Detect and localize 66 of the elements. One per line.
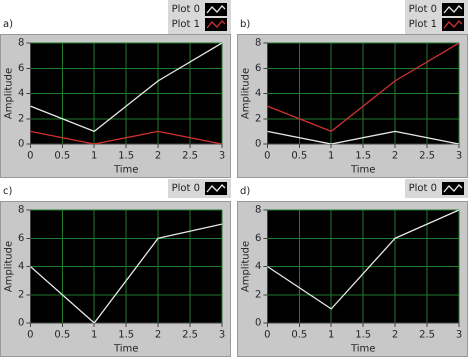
- y-tick-label: 8: [18, 38, 24, 49]
- x-tick-label: 2.5: [182, 150, 198, 162]
- legend-label: Plot 1: [172, 19, 200, 30]
- chart-title: b): [240, 19, 250, 30]
- x-tick-label: 0: [264, 150, 271, 162]
- y-tick-label: 4: [18, 88, 24, 100]
- y-tick-label: 8: [18, 204, 24, 216]
- y-tick-label: 4: [254, 261, 262, 272]
- x-tick-label: 1: [328, 150, 334, 162]
- x-tick-label: 0.5: [54, 150, 70, 162]
- y-tick-label: 2: [254, 289, 262, 300]
- chart-title: c): [3, 186, 12, 197]
- x-tick-label: 1.5: [355, 150, 372, 162]
- y-tick-label: 0: [254, 318, 262, 329]
- x-tick-label: 0.5: [291, 330, 308, 341]
- legend-label: Plot 0: [408, 4, 437, 15]
- y-axis-title: Amplitude: [4, 240, 15, 292]
- x-tick-label: 0.5: [54, 330, 70, 341]
- x-tick-label: 2: [154, 330, 162, 341]
- x-tick-label: 2.5: [182, 330, 198, 341]
- x-tick-label: 3: [218, 330, 226, 341]
- x-tick-label: 1.5: [355, 330, 372, 341]
- legend-label: Plot 0: [172, 4, 200, 15]
- y-tick-label: 8: [254, 38, 262, 49]
- x-tick-label: 2: [154, 150, 162, 162]
- y-tick-label: 6: [18, 232, 24, 244]
- y-tick-label: 2: [18, 289, 24, 300]
- x-tick-label: 0: [27, 150, 34, 162]
- x-tick-label: 2.5: [419, 150, 436, 162]
- x-tick-label: 2: [392, 330, 398, 341]
- x-tick-label: 1: [91, 330, 98, 341]
- x-tick-label: 2.5: [419, 330, 436, 341]
- legend-label: Plot 0: [172, 183, 200, 194]
- y-tick-label: 8: [254, 204, 262, 216]
- x-axis-title: Time: [112, 164, 138, 176]
- x-tick-label: 0.5: [291, 150, 308, 162]
- y-tick-label: 2: [18, 113, 24, 124]
- y-axis-title: Amplitude: [240, 240, 252, 292]
- x-tick-label: 3: [218, 150, 226, 162]
- x-tick-label: 3: [456, 330, 462, 341]
- x-axis-title: Time: [112, 344, 138, 355]
- x-tick-label: 1: [328, 330, 334, 341]
- chart-title: a): [3, 19, 14, 30]
- y-tick-label: 0: [18, 138, 24, 150]
- y-tick-label: 6: [254, 232, 262, 244]
- y-tick-label: 4: [254, 88, 262, 100]
- chart-title: d): [240, 186, 250, 197]
- x-tick-label: 0: [27, 330, 34, 341]
- x-tick-label: 3: [456, 150, 462, 162]
- x-axis-title: Time: [350, 164, 376, 176]
- y-tick-label: 6: [254, 62, 262, 74]
- x-tick-label: 2: [392, 150, 398, 162]
- y-tick-label: 0: [18, 318, 24, 329]
- x-tick-label: 1.5: [118, 150, 134, 162]
- y-tick-label: 4: [18, 261, 24, 272]
- y-tick-label: 0: [254, 138, 262, 150]
- x-tick-label: 1: [91, 150, 98, 162]
- y-tick-label: 6: [18, 62, 24, 74]
- x-axis-title: Time: [350, 344, 376, 355]
- y-axis-title: Amplitude: [4, 68, 15, 120]
- x-tick-label: 1.5: [118, 330, 134, 341]
- legend-label: Plot 0: [408, 183, 437, 194]
- y-tick-label: 2: [254, 113, 262, 124]
- x-tick-label: 0: [264, 330, 271, 341]
- legend-label: Plot 1: [408, 19, 437, 30]
- y-axis-title: Amplitude: [240, 68, 252, 120]
